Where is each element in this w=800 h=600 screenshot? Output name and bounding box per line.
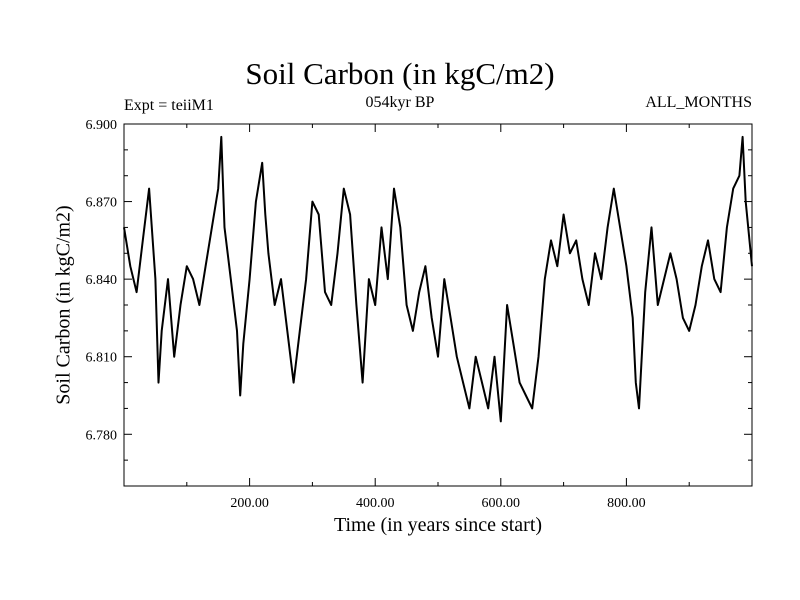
x-axis-label: Time (in years since start): [333, 514, 543, 536]
y-tick-label: 6.810: [86, 351, 118, 366]
y-tick-label: 6.870: [86, 196, 118, 211]
x-tick-label: 200.00: [230, 496, 269, 511]
chart-title: Soil Carbon (in kgC/m2): [245, 56, 555, 91]
x-tick-label: 600.00: [482, 496, 521, 511]
x-tick-label: 400.00: [356, 496, 395, 511]
x-tick-label: 800.00: [607, 496, 646, 511]
experiment-label: Expt = teiiM1: [124, 97, 214, 114]
chart-subtitle: 054kyr BP: [365, 94, 435, 111]
series-line: [123, 135, 753, 423]
y-tick-label: 6.900: [86, 118, 118, 133]
months-label: ALL_MONTHS: [645, 94, 752, 111]
y-tick-label: 6.780: [86, 428, 118, 443]
y-tick-label: 6.840: [86, 273, 118, 288]
